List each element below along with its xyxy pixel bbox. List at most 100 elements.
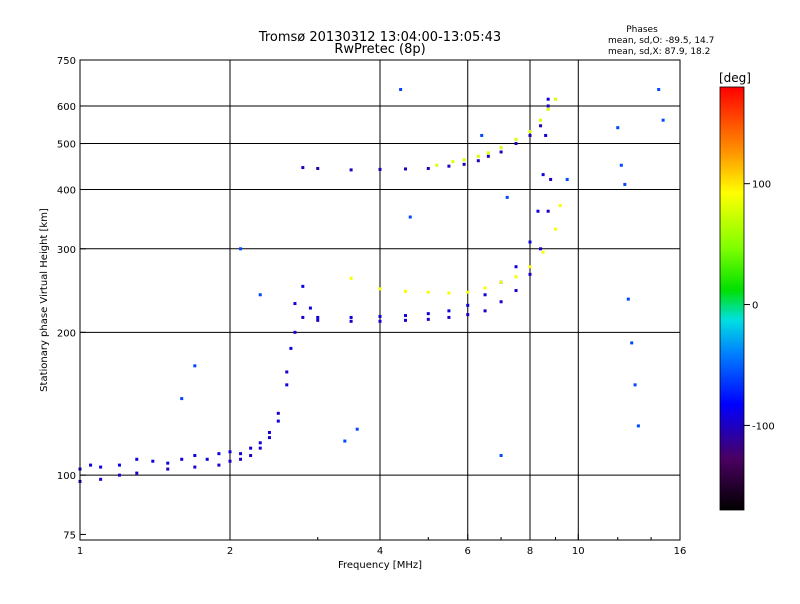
data-point — [135, 457, 139, 461]
data-point — [403, 314, 407, 318]
colorbar-gradient — [719, 86, 745, 511]
data-point — [378, 287, 382, 291]
data-point — [399, 87, 403, 91]
colorbar-ticks: 100 0 -100 — [744, 180, 775, 432]
data-point — [657, 87, 661, 91]
data-point — [258, 293, 262, 297]
data-point — [205, 457, 209, 461]
data-point — [308, 306, 312, 310]
data-point — [483, 293, 487, 297]
grid — [79, 60, 681, 540]
data-point — [514, 275, 518, 279]
y-tick-label: 400 — [57, 186, 76, 197]
chart-title: Tromsø 20130312 13:04:00-13:05:43 — [258, 30, 501, 45]
y-tick-label: 600 — [57, 102, 76, 113]
data-point — [117, 473, 121, 477]
stats-line-o: mean, sd,O: -89.5, 14.7 — [608, 36, 714, 46]
data-point — [633, 383, 637, 387]
data-points — [78, 87, 665, 483]
data-point — [99, 465, 103, 469]
data-point — [462, 158, 466, 162]
stats-title: Phases — [626, 25, 658, 35]
data-point — [528, 133, 532, 137]
data-point — [546, 104, 550, 108]
colorbar-tick-label: 0 — [752, 301, 758, 312]
data-point — [239, 457, 243, 461]
colorbar-label: [deg] — [719, 71, 751, 85]
data-point — [239, 452, 243, 456]
data-point — [166, 467, 170, 471]
data-point — [466, 303, 470, 307]
data-point — [480, 133, 484, 137]
data-point — [486, 151, 490, 155]
data-point — [267, 431, 271, 435]
data-point — [258, 446, 262, 450]
data-point — [462, 162, 466, 166]
data-point — [193, 364, 197, 368]
data-point — [117, 463, 121, 467]
data-point — [528, 130, 532, 134]
data-point — [451, 160, 455, 164]
data-point — [316, 166, 320, 170]
data-point — [476, 159, 480, 163]
data-point — [301, 166, 305, 170]
data-point — [514, 289, 518, 293]
data-point — [499, 280, 503, 284]
data-point — [135, 471, 139, 475]
data-point — [447, 164, 451, 168]
data-point — [249, 446, 253, 450]
data-point — [553, 97, 557, 101]
data-point — [426, 317, 430, 321]
data-point — [378, 319, 382, 323]
data-point — [276, 411, 280, 415]
data-point — [541, 250, 545, 254]
data-point — [447, 309, 451, 313]
data-point — [528, 265, 532, 269]
data-point — [180, 397, 184, 401]
data-point — [623, 182, 627, 186]
data-point — [505, 195, 509, 199]
data-point — [539, 247, 543, 251]
x-tick-label: 6 — [465, 546, 471, 557]
data-point — [466, 290, 470, 294]
data-point — [514, 142, 518, 146]
y-tick-label: 200 — [57, 328, 76, 339]
data-point — [546, 97, 550, 101]
chart-subtitle: RwPretec (8p) — [334, 42, 425, 57]
x-tick-label: 16 — [674, 546, 687, 557]
data-point — [355, 427, 359, 431]
data-point — [619, 163, 623, 167]
data-point — [217, 463, 221, 467]
x-tick-label: 10 — [572, 546, 585, 557]
data-point — [193, 465, 197, 469]
data-point — [536, 209, 540, 213]
data-point — [285, 370, 289, 374]
data-point — [546, 209, 550, 213]
data-point — [378, 314, 382, 318]
data-point — [343, 439, 347, 443]
data-point — [285, 383, 289, 387]
data-point — [289, 346, 293, 350]
y-tick-label: 100 — [57, 471, 76, 482]
data-point — [378, 167, 382, 171]
data-point — [293, 330, 297, 334]
data-point — [151, 459, 155, 463]
data-point — [239, 247, 243, 251]
data-point — [99, 477, 103, 481]
data-point — [528, 272, 532, 276]
data-point — [447, 315, 451, 319]
data-point — [249, 454, 253, 458]
data-point — [514, 265, 518, 269]
data-point — [316, 318, 320, 322]
data-point — [499, 146, 503, 150]
data-point — [476, 154, 480, 158]
data-point — [499, 150, 503, 154]
y-tick-label: 75 — [63, 530, 76, 541]
data-point — [514, 137, 518, 141]
x-tick-label: 4 — [377, 546, 383, 557]
data-point — [403, 289, 407, 293]
data-point — [293, 302, 297, 306]
data-point — [426, 312, 430, 316]
data-point — [636, 424, 640, 428]
